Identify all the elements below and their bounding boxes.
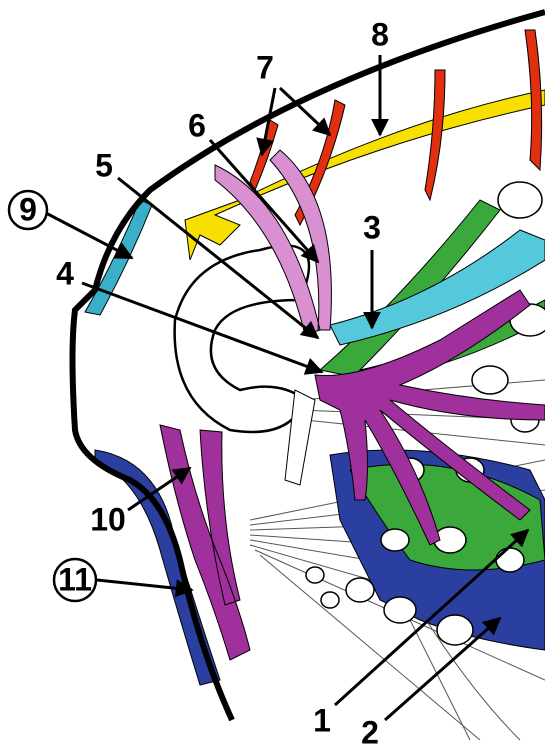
anatomy — [69, 9, 545, 741]
label: 5 — [95, 147, 113, 183]
label: 7 — [256, 49, 274, 85]
head-outline — [69, 9, 545, 722]
label: 9 — [19, 191, 37, 227]
pink-nerve — [214, 149, 332, 336]
purple-nerve — [314, 289, 545, 546]
label: 6 — [188, 107, 206, 143]
label: 8 — [371, 16, 389, 52]
leader-arrows — [43, 55, 530, 722]
label: 1 — [313, 702, 331, 738]
label: 11 — [58, 561, 92, 597]
label: 10 — [90, 501, 126, 537]
label-circle — [52, 557, 98, 603]
label-circle — [7, 189, 49, 231]
label: 4 — [56, 255, 74, 291]
ear-outline — [173, 244, 311, 434]
blue-muscle — [94, 449, 221, 686]
cyan-nerve — [329, 229, 545, 346]
white-nerve — [284, 389, 316, 486]
label: 2 — [361, 714, 379, 750]
label: 3 — [363, 209, 381, 245]
